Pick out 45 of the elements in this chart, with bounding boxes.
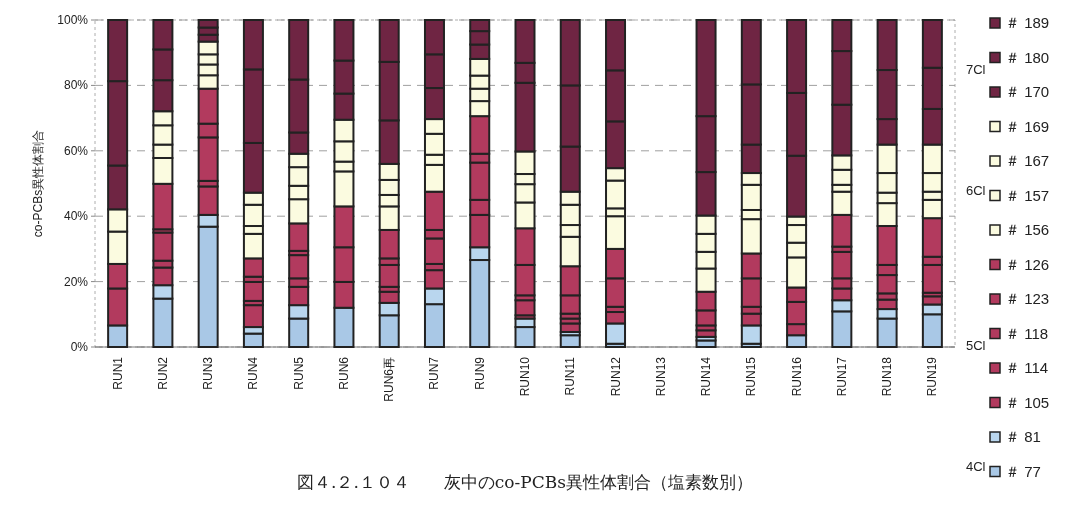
- x-tick-label: RUN19: [925, 356, 940, 397]
- legend-label: ＃ 156: [1005, 221, 1050, 238]
- x-tick-label: RUN1: [110, 356, 125, 390]
- legend-label: ＃ 118: [1005, 324, 1049, 342]
- legend-label: ＃ 157: [1005, 186, 1050, 204]
- x-tick-label: RUN12: [608, 356, 623, 397]
- x-tick-label: RUN9: [472, 356, 487, 390]
- x-tick-label: RUN16: [789, 356, 804, 397]
- x-tick-label: RUN6再: [382, 357, 397, 402]
- legend-label: ＃ 123: [1005, 290, 1050, 307]
- text: 4Cl: [966, 458, 986, 474]
- x-tick-label: RUN4: [246, 356, 261, 390]
- x-tick-label: RUN6: [336, 356, 351, 390]
- legend-label: ＃ 77: [1005, 462, 1041, 480]
- text: 5Cl: [966, 337, 986, 353]
- y-axis-title: co-PCBs異性体割合: [31, 129, 45, 238]
- y-tick-label: 100%: [57, 13, 89, 27]
- x-tick-label: RUN3: [201, 356, 216, 390]
- x-tick-label: RUN13: [653, 356, 668, 397]
- x-tick-label: RUN10: [518, 356, 532, 397]
- y-tick-label: 20%: [63, 274, 89, 289]
- x-tick-label: RUN14: [699, 356, 714, 397]
- x-tick-label: RUN11: [563, 356, 578, 396]
- caption: 図４.２.１０４ 灰中のco-PCBs異性体割合（塩素数別）: [297, 472, 753, 492]
- legend-label: ＃ 170: [1005, 83, 1050, 100]
- x-tick-label: RUN5: [291, 356, 306, 390]
- legend-label: ＃ 180: [1005, 48, 1050, 66]
- legend-label: ＃ 189: [1005, 14, 1050, 31]
- legend-label: ＃ 126: [1005, 255, 1050, 273]
- x-tick-label: RUN17: [834, 356, 849, 397]
- legend-label: ＃ 169: [1005, 117, 1050, 135]
- legend-label: ＃ 81: [1005, 428, 1041, 445]
- legend-label: ＃ 167: [1005, 152, 1050, 169]
- y-tick-label: 80%: [63, 78, 89, 93]
- text: 6Cl: [966, 182, 986, 198]
- legend-label: ＃ 114: [1005, 359, 1049, 376]
- x-tick-label: RUN2: [155, 356, 170, 390]
- y-tick-label: 60%: [63, 143, 89, 158]
- text: 7Cl: [966, 61, 986, 77]
- y-tick-label: 40%: [63, 209, 89, 224]
- y-tick-label: 0%: [70, 340, 89, 354]
- x-tick-label: RUN18: [880, 356, 895, 397]
- x-tick-label: RUN7: [427, 356, 442, 390]
- x-tick-label: RUN15: [744, 356, 759, 397]
- legend-label: ＃ 105: [1005, 393, 1050, 411]
